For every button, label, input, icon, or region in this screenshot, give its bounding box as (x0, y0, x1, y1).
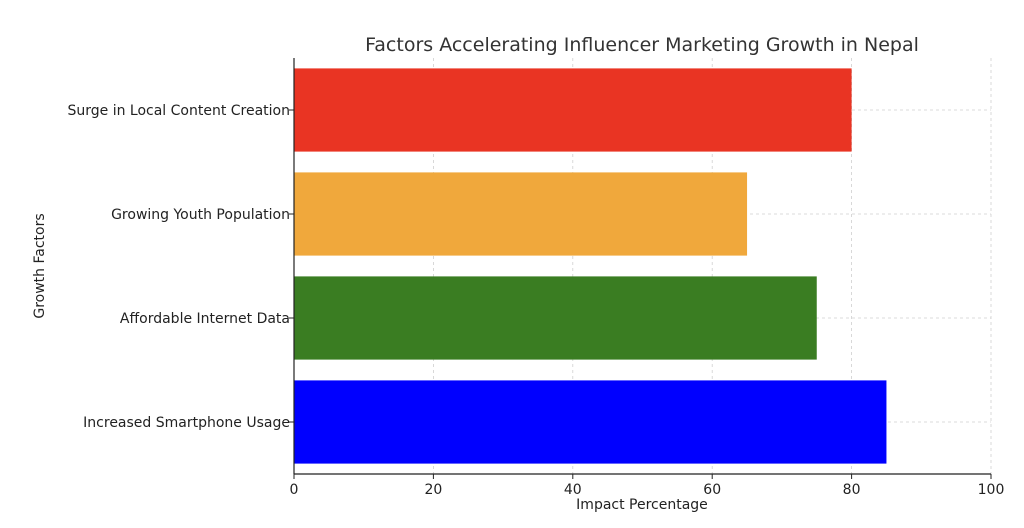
x-tick-label: 20 (424, 482, 442, 498)
x-tick-label: 0 (290, 482, 299, 498)
category-label: Increased Smartphone Usage (83, 415, 290, 431)
bar-3 (294, 172, 748, 256)
bar-1 (294, 380, 887, 464)
x-axis-label: Impact Percentage (576, 497, 708, 513)
chart-title: Factors Accelerating Influencer Marketin… (365, 34, 919, 56)
labels: 0 20 40 60 80 100 Increased Smartphone Usage Af… (67, 103, 1004, 498)
axes (289, 58, 992, 479)
y-axis-label: Growth Factors (32, 213, 48, 318)
bar-2 (294, 276, 817, 360)
category-label: Growing Youth Population (111, 207, 290, 223)
bars (294, 68, 887, 464)
category-label: Affordable Internet Data (120, 311, 290, 327)
x-tick-label: 80 (843, 482, 861, 498)
x-tick-label: 100 (978, 482, 1005, 498)
x-tick-label: 40 (564, 482, 582, 498)
x-tick-label: 60 (703, 482, 721, 498)
category-label: Surge in Local Content Creation (67, 103, 290, 119)
bar-4 (294, 68, 852, 152)
